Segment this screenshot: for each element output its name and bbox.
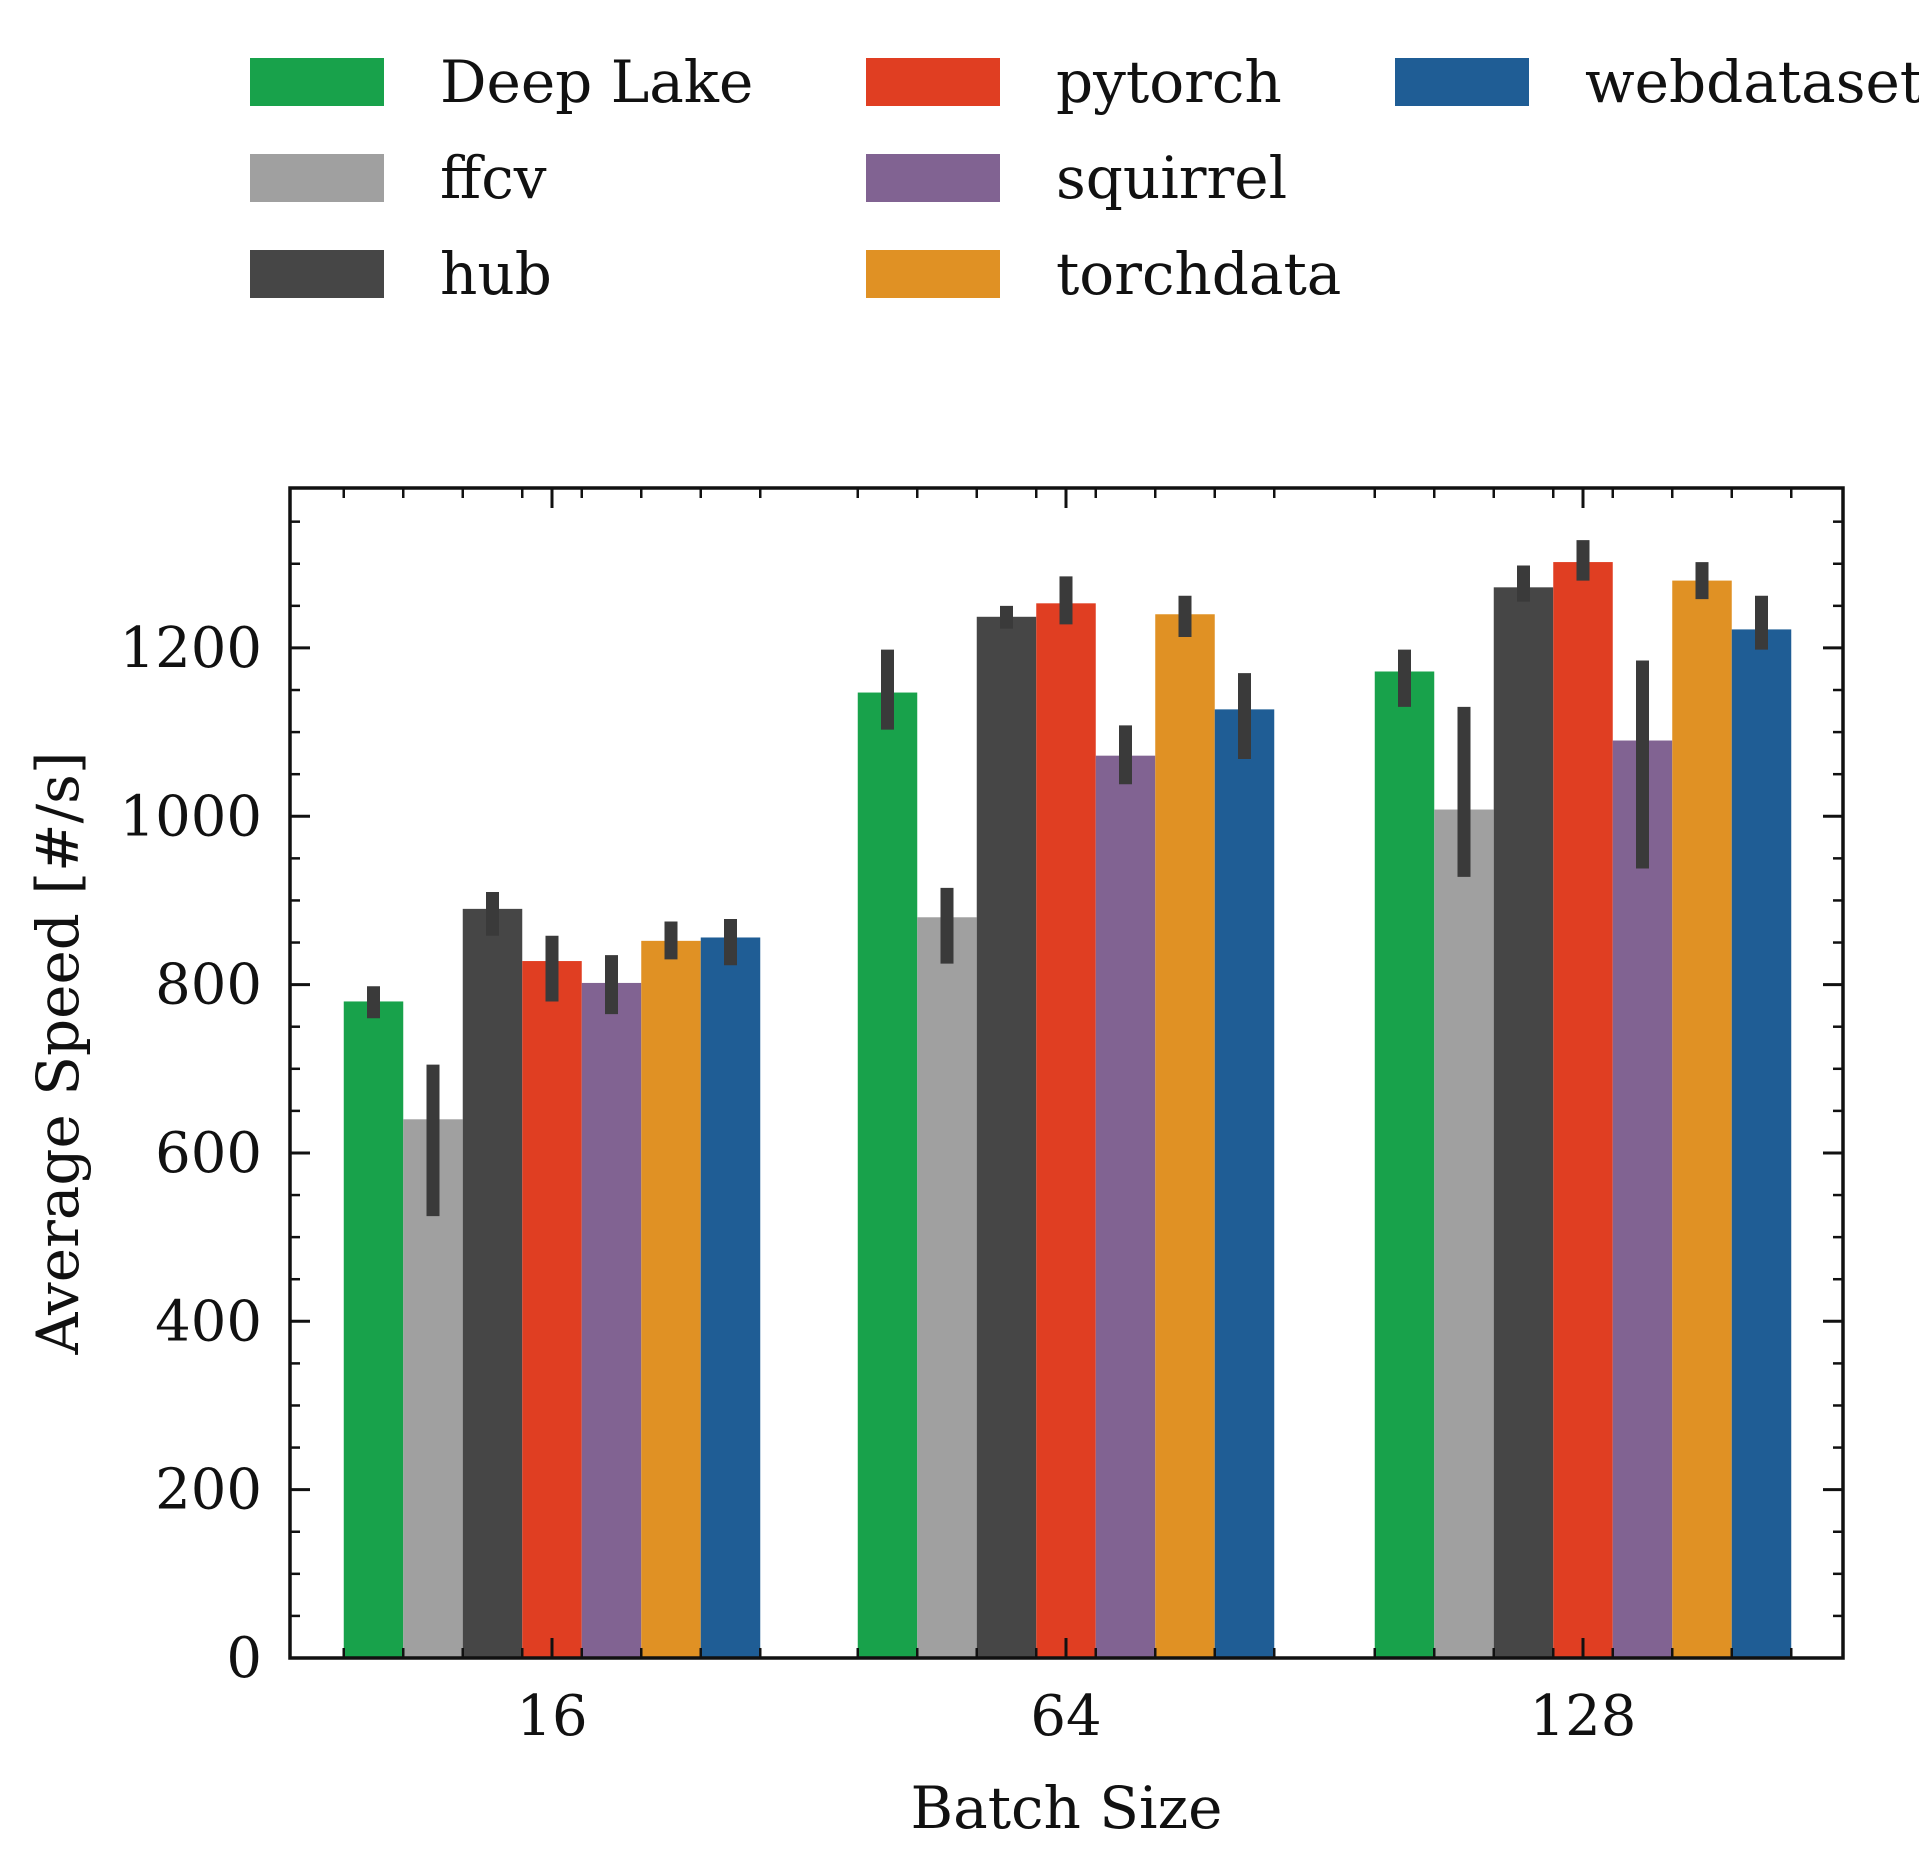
bar-squirrel-128 [1612, 740, 1673, 1658]
legend-label: webdataset [1585, 48, 1919, 116]
legend-swatch [1395, 58, 1529, 106]
y-tick-label: 800 [155, 953, 262, 1018]
y-tick-label: 0 [226, 1626, 262, 1691]
legend-item-deep-lake: Deep Lake [250, 48, 753, 116]
y-tick-label: 600 [155, 1121, 262, 1186]
bar-deep-lake-64 [857, 692, 918, 1658]
legend-swatch [250, 58, 384, 106]
bar-pytorch-128 [1553, 562, 1613, 1658]
bar-pytorch-16 [522, 961, 582, 1658]
bar-ffcv-128 [1434, 809, 1494, 1658]
error-bars [367, 540, 1768, 1217]
axes: 0 200 400 600 800 1000 1200 16 64 128 [119, 486, 1845, 1749]
bar-torchdata-64 [1155, 614, 1215, 1658]
legend-item-pytorch: pytorch [866, 48, 1282, 116]
x-tick-label: 16 [516, 1684, 587, 1749]
bar-webdataset-128 [1731, 629, 1792, 1658]
bars [343, 562, 1792, 1659]
legend-label: ffcv [440, 144, 547, 212]
bar-hub-16 [462, 908, 523, 1658]
y-axis-label: Average Speed [#/s] [24, 751, 92, 1355]
y-tick-label: 200 [155, 1458, 262, 1523]
bar-torchdata-128 [1672, 580, 1732, 1659]
legend-label: torchdata [1056, 240, 1341, 308]
legend-item-webdataset: webdataset [1395, 48, 1919, 116]
x-tick-label: 128 [1530, 1684, 1637, 1749]
bar-deep-lake-128 [1374, 671, 1435, 1658]
legend-swatch [866, 58, 1000, 106]
y-tick-label: 1000 [119, 784, 262, 849]
bar-squirrel-64 [1095, 755, 1156, 1658]
legend-label: pytorch [1056, 48, 1282, 116]
legend-label: Deep Lake [440, 48, 753, 116]
bar-webdataset-16 [700, 937, 761, 1658]
y-tick-label: 400 [155, 1289, 262, 1354]
legend-swatch [250, 250, 384, 298]
legend-item-torchdata: torchdata [866, 240, 1341, 308]
legend-swatch [866, 250, 1000, 298]
bar-squirrel-16 [581, 982, 642, 1658]
bar-hub-128 [1493, 587, 1554, 1658]
legend-label: hub [440, 240, 552, 308]
x-tick-label: 64 [1030, 1684, 1101, 1749]
legend: Deep Lake ffcv hub pytorch squirrel torchdata… [250, 48, 1919, 308]
legend-swatch [866, 154, 1000, 202]
bar-webdataset-64 [1214, 709, 1275, 1658]
legend-item-hub: hub [250, 240, 552, 308]
bar-hub-64 [976, 616, 1037, 1658]
legend-label: squirrel [1056, 144, 1287, 212]
legend-swatch [250, 154, 384, 202]
bar-ffcv-64 [917, 917, 977, 1658]
bar-torchdata-16 [641, 940, 701, 1658]
x-axis-label: Batch Size [911, 1774, 1223, 1842]
legend-item-ffcv: ffcv [250, 144, 547, 212]
bar-pytorch-64 [1036, 603, 1096, 1658]
legend-item-squirrel: squirrel [866, 144, 1287, 212]
bar-deep-lake-16 [343, 1001, 404, 1658]
y-tick-label: 1200 [119, 616, 262, 681]
